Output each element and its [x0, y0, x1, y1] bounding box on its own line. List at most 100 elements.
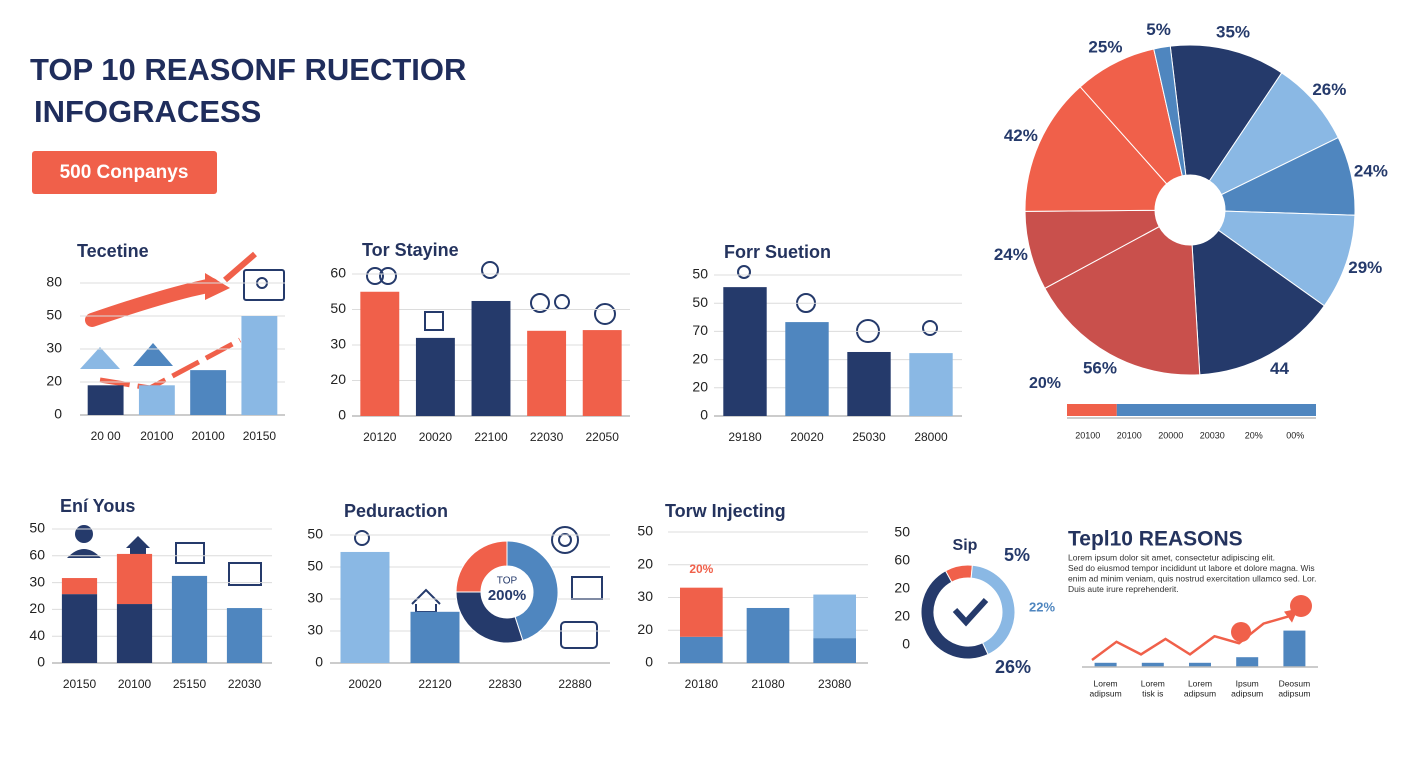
- x-tick-label: 20150: [63, 677, 97, 691]
- data-label: 25%: [1088, 38, 1122, 57]
- bar-segment: [61, 594, 98, 663]
- bar: [785, 322, 829, 416]
- y-tick-label: 0: [902, 636, 910, 652]
- data-label: 24%: [994, 245, 1028, 264]
- x-tick-label: 20020: [348, 677, 382, 691]
- bar: [241, 316, 278, 415]
- x-tick-label: 25030: [852, 430, 886, 444]
- y-tick-label: 80: [46, 274, 62, 290]
- x-tick-label: adipsum: [1231, 688, 1263, 698]
- x-tick-label: 28000: [914, 430, 948, 444]
- y-tick-label: 20: [637, 621, 653, 637]
- y-tick-label: 40: [29, 627, 45, 643]
- bar-segment: [1067, 404, 1117, 416]
- x-tick-label: 20120: [363, 430, 397, 444]
- x-tick-label: 20100: [140, 429, 174, 443]
- y-tick-label: 0: [315, 654, 323, 670]
- y-tick-label: 50: [330, 300, 346, 316]
- chart-title: Tepl10 REASONS: [1068, 528, 1243, 551]
- bar: [723, 287, 767, 416]
- y-tick-label: 0: [37, 654, 45, 670]
- donut-slice: [920, 570, 989, 660]
- y-tick-label: 20: [46, 373, 62, 389]
- y-tick-label: 20: [894, 580, 910, 596]
- bar: [1236, 657, 1259, 667]
- y-tick-label: 50: [692, 266, 708, 282]
- bar-segment: [226, 608, 263, 663]
- annotation: 20%: [689, 562, 713, 576]
- x-tick-label: 22100: [474, 430, 508, 444]
- x-tick-label: adipsum: [1090, 688, 1122, 698]
- y-tick-label: 30: [307, 622, 323, 638]
- data-label: 5%: [1146, 20, 1171, 39]
- x-tick-label: 20180: [685, 677, 719, 691]
- y-tick-label: 50: [46, 307, 62, 323]
- bar: [360, 291, 400, 416]
- bar-segment: [813, 638, 856, 663]
- y-tick-label: 20: [692, 379, 708, 395]
- bar-segment: [813, 594, 856, 639]
- x-tick-label: 21080: [751, 677, 785, 691]
- x-tick-label: adipsum: [1278, 688, 1310, 698]
- x-tick-label: Lorem: [1188, 678, 1212, 688]
- x-tick-label: adipsum: [1184, 688, 1216, 698]
- data-label: 35%: [1216, 22, 1250, 41]
- x-tick-label: 20100: [1075, 430, 1100, 440]
- y-tick-label: 30: [307, 590, 323, 606]
- chart-title: Forr Suetion: [724, 242, 831, 262]
- bar: [527, 330, 567, 416]
- y-tick-label: 50: [692, 294, 708, 310]
- bar: [138, 385, 175, 415]
- y-tick-label: 50: [307, 526, 323, 542]
- bar-segment: [116, 553, 153, 605]
- donut-center-label: TOP: [497, 576, 518, 587]
- x-tick-label: 00%: [1286, 430, 1304, 440]
- y-tick-label: 20: [692, 350, 708, 366]
- y-tick-label: 30: [637, 588, 653, 604]
- data-label: 5%: [1004, 545, 1030, 565]
- y-tick-label: 20: [29, 600, 45, 616]
- x-tick-label: 20150: [243, 429, 277, 443]
- x-tick-label: 20100: [1117, 430, 1142, 440]
- x-tick-label: tisk is: [1142, 688, 1163, 698]
- y-tick-label: 30: [330, 336, 346, 352]
- x-tick-label: 22030: [228, 677, 262, 691]
- trend-line: [1091, 615, 1289, 662]
- y-tick-label: 0: [700, 407, 708, 423]
- bar: [190, 370, 227, 415]
- bar: [1189, 662, 1211, 667]
- data-label: 26%: [995, 657, 1031, 677]
- bar-segment: [680, 587, 723, 637]
- donut-center-value: 200%: [488, 587, 526, 604]
- chart-title: Ení Yous: [60, 496, 135, 516]
- y-tick-label: 50: [894, 524, 910, 540]
- bar: [847, 351, 891, 416]
- x-tick-label: 22050: [586, 430, 620, 444]
- main-title: TOP 10 REASONF RUECTIOR: [30, 52, 466, 87]
- bar-segment: [1116, 404, 1316, 416]
- x-tick-label: 29180: [728, 430, 762, 444]
- y-tick-label: 60: [330, 265, 346, 281]
- body-text: Duis aute irure reprehenderit.: [1068, 584, 1179, 594]
- y-tick-label: 30: [29, 573, 45, 589]
- body-text: enim ad minim veniam, quis nostrud exerc…: [1068, 573, 1317, 583]
- x-tick-label: 20000: [1158, 430, 1183, 440]
- bar: [410, 611, 460, 663]
- x-tick-label: Lorem: [1094, 678, 1118, 688]
- x-tick-label: 22880: [558, 677, 592, 691]
- y-tick-label: 0: [338, 407, 346, 423]
- data-label: 56%: [1083, 358, 1117, 377]
- bar: [471, 300, 511, 416]
- x-tick-label: 20 00: [91, 429, 121, 443]
- x-tick-label: 25150: [173, 677, 207, 691]
- y-tick-label: 50: [637, 523, 653, 539]
- y-tick-label: 60: [29, 547, 45, 563]
- x-tick-label: Lorem: [1141, 678, 1165, 688]
- bar: [415, 337, 455, 416]
- chart-title: Torw Injecting: [665, 501, 786, 521]
- chart-title: Peduraction: [344, 501, 448, 521]
- y-tick-label: 20: [894, 608, 910, 624]
- x-tick-label: 20030: [1200, 430, 1225, 440]
- badge: [32, 151, 217, 194]
